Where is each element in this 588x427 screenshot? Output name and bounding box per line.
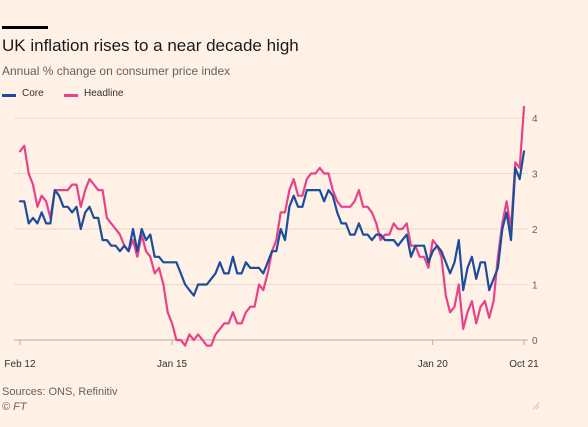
legend-label-core: Core bbox=[22, 88, 44, 99]
source-note: Sources: ONS, Refinitiv bbox=[2, 386, 118, 398]
y-tick-label: 3 bbox=[532, 170, 538, 181]
grid-lines bbox=[14, 117, 528, 341]
series-line-headline bbox=[18, 105, 526, 347]
y-tick-labels: 0 1 2 3 4 bbox=[532, 114, 538, 347]
chart-title: UK inflation rises to a near decade high bbox=[2, 36, 299, 55]
y-tick-label: 0 bbox=[532, 336, 538, 347]
chart-subtitle: Annual % change on consumer price index bbox=[2, 64, 231, 78]
legend-swatch-headline bbox=[64, 94, 78, 97]
x-tick-label: Jan 15 bbox=[157, 359, 187, 370]
legend-swatch-core bbox=[2, 94, 16, 97]
y-tick-label: 2 bbox=[532, 225, 538, 236]
y-tick-label: 4 bbox=[532, 114, 538, 125]
legend-label-headline: Headline bbox=[84, 88, 124, 99]
resize-grip-icon bbox=[532, 402, 540, 410]
x-tick-label: Feb 12 bbox=[4, 359, 36, 370]
x-tick-label: Jan 20 bbox=[418, 359, 448, 370]
title-accent-bar bbox=[2, 26, 48, 29]
series-line-core bbox=[18, 150, 526, 297]
x-tick-labels: Feb 12 Jan 15 Jan 20 Oct 21 bbox=[4, 340, 539, 370]
copyright-credit: © FT bbox=[2, 401, 27, 413]
x-tick-label: Oct 21 bbox=[509, 359, 539, 370]
y-tick-label: 1 bbox=[532, 281, 538, 292]
series-layer bbox=[18, 105, 526, 347]
